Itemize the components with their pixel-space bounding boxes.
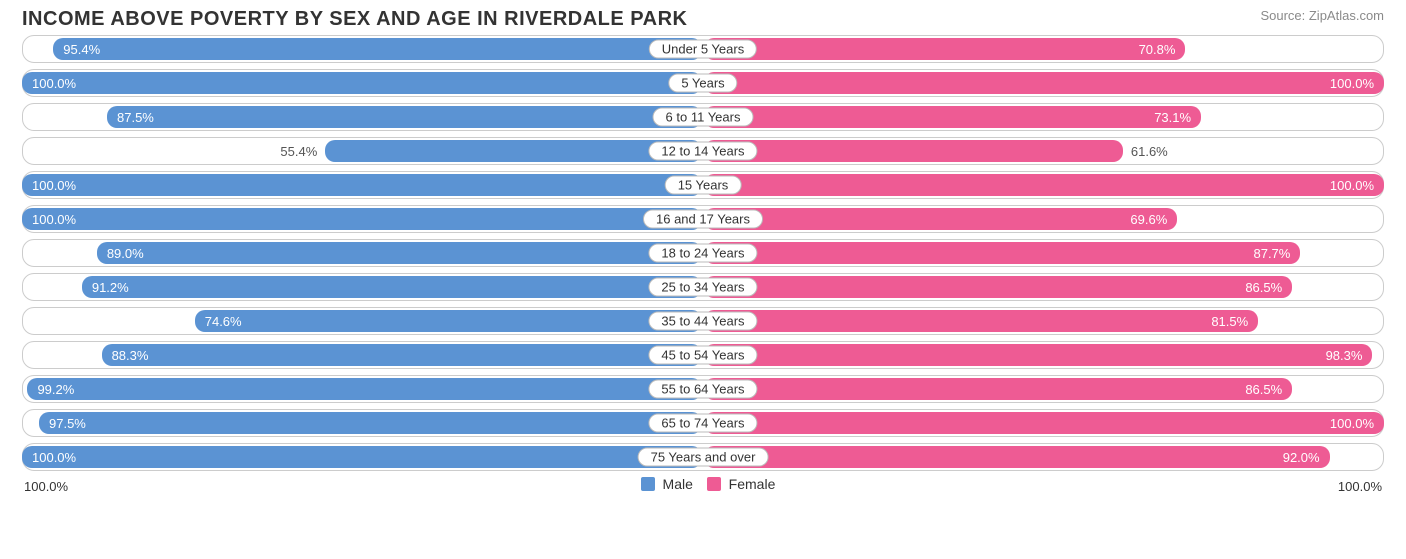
- male-bar: 100.0%: [22, 208, 702, 230]
- female-value: 81.5%: [1211, 314, 1248, 329]
- category-label: 6 to 11 Years: [653, 108, 754, 127]
- male-bar: 95.4%: [53, 38, 702, 60]
- female-value: 100.0%: [1330, 416, 1374, 431]
- male-value: 91.2%: [92, 280, 129, 295]
- male-bar: 74.6%: [195, 310, 702, 332]
- legend-label-female: Female: [729, 476, 776, 492]
- male-bar: 97.5%: [39, 412, 702, 434]
- female-value: 69.6%: [1130, 212, 1167, 227]
- male-bar: 87.5%: [107, 106, 702, 128]
- category-label: 16 and 17 Years: [643, 210, 763, 229]
- male-value: 89.0%: [107, 246, 144, 261]
- male-value: 100.0%: [32, 76, 76, 91]
- female-value: 100.0%: [1330, 76, 1374, 91]
- category-label: Under 5 Years: [649, 40, 757, 59]
- category-label: 15 Years: [665, 176, 742, 195]
- axis-left-label: 100.0%: [24, 479, 68, 494]
- male-value: 87.5%: [117, 110, 154, 125]
- chart-row: 97.5% 100.0% 65 to 74 Years: [22, 409, 1384, 437]
- tornado-chart: 95.4% 70.8% Under 5 Years 100.0% 100.0% 5 Yea…: [0, 35, 1406, 471]
- female-bar: 100.0%: [704, 174, 1384, 196]
- legend-swatch-male: [641, 477, 655, 491]
- female-bar: 86.5%: [704, 378, 1292, 400]
- category-label: 25 to 34 Years: [648, 278, 757, 297]
- chart-row: 74.6% 81.5% 35 to 44 Years: [22, 307, 1384, 335]
- female-value: 98.3%: [1326, 348, 1363, 363]
- male-value: 55.4%: [280, 144, 317, 159]
- chart-row: 95.4% 70.8% Under 5 Years: [22, 35, 1384, 63]
- female-bar: 86.5%: [704, 276, 1292, 298]
- male-bar: 55.4%: [325, 140, 702, 162]
- female-value: 61.6%: [1131, 144, 1168, 159]
- male-bar: 99.2%: [27, 378, 702, 400]
- female-bar: 92.0%: [704, 446, 1330, 468]
- male-value: 97.5%: [49, 416, 86, 431]
- female-value: 87.7%: [1253, 246, 1290, 261]
- chart-row: 100.0% 69.6% 16 and 17 Years: [22, 205, 1384, 233]
- male-bar: 89.0%: [97, 242, 702, 264]
- chart-row: 100.0% 100.0% 5 Years: [22, 69, 1384, 97]
- male-value: 88.3%: [112, 348, 149, 363]
- male-value: 95.4%: [63, 42, 100, 57]
- chart-row: 91.2% 86.5% 25 to 34 Years: [22, 273, 1384, 301]
- legend: Male Female: [0, 476, 1406, 492]
- female-bar: 98.3%: [704, 344, 1372, 366]
- female-bar: 70.8%: [704, 38, 1185, 60]
- category-label: 35 to 44 Years: [648, 312, 757, 331]
- male-bar: 91.2%: [82, 276, 702, 298]
- female-bar: 73.1%: [704, 106, 1201, 128]
- category-label: 45 to 54 Years: [648, 346, 757, 365]
- male-value: 100.0%: [32, 212, 76, 227]
- female-value: 92.0%: [1283, 450, 1320, 465]
- female-bar: 69.6%: [704, 208, 1177, 230]
- male-value: 100.0%: [32, 178, 76, 193]
- male-bar: 100.0%: [22, 72, 702, 94]
- male-bar: 100.0%: [22, 174, 702, 196]
- chart-row: 88.3% 98.3% 45 to 54 Years: [22, 341, 1384, 369]
- chart-source: Source: ZipAtlas.com: [1260, 8, 1384, 23]
- category-label: 18 to 24 Years: [648, 244, 757, 263]
- male-value: 74.6%: [205, 314, 242, 329]
- female-bar: 100.0%: [704, 72, 1384, 94]
- male-bar: 100.0%: [22, 446, 702, 468]
- male-bar: 88.3%: [102, 344, 702, 366]
- category-label: 75 Years and over: [638, 448, 769, 467]
- chart-row: 87.5% 73.1% 6 to 11 Years: [22, 103, 1384, 131]
- male-value: 99.2%: [37, 382, 74, 397]
- female-value: 86.5%: [1245, 280, 1282, 295]
- legend-label-male: Male: [663, 476, 693, 492]
- female-value: 70.8%: [1139, 42, 1176, 57]
- axis-right-label: 100.0%: [1338, 479, 1382, 494]
- chart-row: 89.0% 87.7% 18 to 24 Years: [22, 239, 1384, 267]
- category-label: 12 to 14 Years: [648, 142, 757, 161]
- chart-row: 99.2% 86.5% 55 to 64 Years: [22, 375, 1384, 403]
- category-label: 5 Years: [668, 74, 737, 93]
- legend-swatch-female: [707, 477, 721, 491]
- chart-row: 100.0% 100.0% 15 Years: [22, 171, 1384, 199]
- female-bar: 81.5%: [704, 310, 1258, 332]
- female-value: 100.0%: [1330, 178, 1374, 193]
- chart-title: INCOME ABOVE POVERTY BY SEX AND AGE IN R…: [22, 8, 687, 31]
- female-value: 73.1%: [1154, 110, 1191, 125]
- category-label: 55 to 64 Years: [648, 380, 757, 399]
- female-value: 86.5%: [1245, 382, 1282, 397]
- female-bar: 100.0%: [704, 412, 1384, 434]
- female-bar: 61.6%: [704, 140, 1123, 162]
- male-value: 100.0%: [32, 450, 76, 465]
- chart-row: 100.0% 92.0% 75 Years and over: [22, 443, 1384, 471]
- chart-row: 55.4%61.6%12 to 14 Years: [22, 137, 1384, 165]
- female-bar: 87.7%: [704, 242, 1300, 264]
- category-label: 65 to 74 Years: [648, 414, 757, 433]
